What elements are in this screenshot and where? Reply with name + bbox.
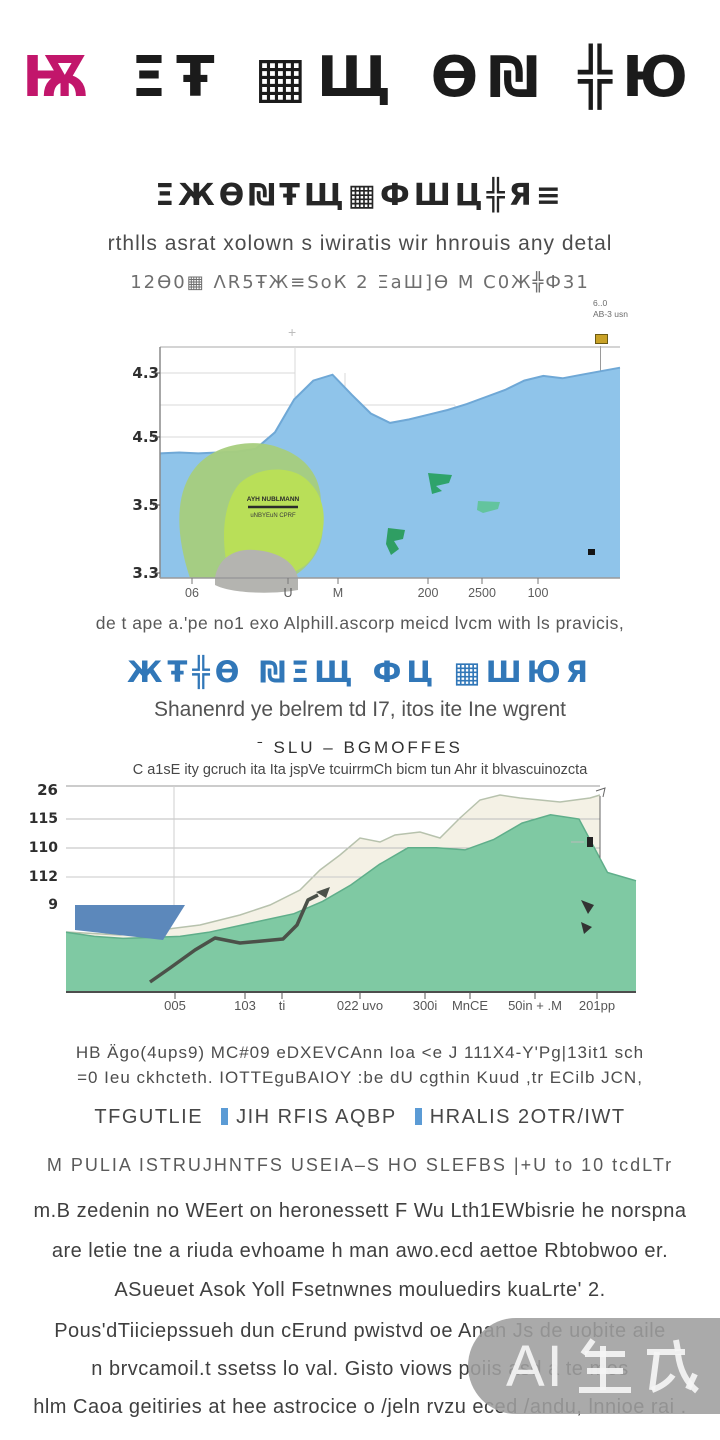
y-tick-label: 112 [28, 869, 58, 885]
chart-1-caption: de t ape a.'pe no1 exo Alphill.ascorp me… [95, 613, 625, 633]
title-first-glyph: Ѭ [22, 45, 102, 110]
y-tick-label: 4.5 [132, 428, 159, 446]
x-tick-label: 2500 [468, 586, 496, 600]
chart-2-plot [65, 785, 637, 999]
section-2-subheading: Shanenrd ye belrem td I7, itos ite Ine w… [153, 698, 567, 721]
figure-caption-part: JIH RFIS AQBP [236, 1106, 397, 1128]
chart-2: 26 115 110 112 9 [28, 781, 700, 1024]
x-tick-label: U [283, 586, 293, 600]
blue-quad-overlay [75, 905, 185, 940]
chart-legend: 6..0 AB-3 usn [593, 298, 628, 320]
ai-generated-watermark: AI [468, 1318, 720, 1414]
legend-line: AB-3 usn [593, 309, 628, 319]
figure-caption: TFGUTLIE JIH RFIS AQBP HRALIS 2OTR/IWT [0, 1106, 720, 1129]
body-text-line: ASueuet Asok Yoll Fsetnwnes mouluedirs k… [114, 1279, 606, 1301]
title-rest-glyphs: ΞŦ ▦Щ Ѳ₪ ╬Ю [101, 45, 698, 110]
allcaps-heading: M PULIA ISTRUJHNTFS USEIA–S HO SLEFBS |+… [46, 1155, 674, 1175]
corner-tick-icon [595, 787, 606, 798]
subtitle-line-2: 12Ѳ0▦ ΛR5ŦЖ≡ЅoК 2 ΞаШ]Ѳ М С0Ж╬Ф31 [130, 272, 590, 293]
figure-caption-part: TFGUTLIE [94, 1106, 204, 1128]
x-tick-label: 103 [234, 998, 256, 1013]
chart-2-subtitle: C a1sE ity gcruch ita Ita jspVe tcuirrmC… [132, 762, 588, 778]
dark-line-end-flag [316, 887, 330, 898]
x-tick-label: 300i [412, 998, 438, 1013]
page-title: Ѭ ΞŦ ▦Щ Ѳ₪ ╬Ю [0, 42, 720, 114]
section-heading: ΞЖѲ₪ŦЩ▦ФШЦ╬Я≡ [155, 178, 565, 213]
x-tick-label: 022 uvo [336, 998, 384, 1013]
chart-2-title: ˉ SLU – BGMOFFES [257, 738, 463, 757]
teal-marker-icon [386, 528, 405, 555]
x-tick-label: 100 [527, 586, 549, 600]
y-tick-label: 3.5 [132, 496, 159, 514]
y-tick-label: 115 [28, 811, 58, 827]
watermark-text: AI [506, 1333, 565, 1399]
x-tick-label: 005 [164, 998, 186, 1013]
flag-pole-line [600, 346, 601, 376]
black-square-marker [588, 549, 595, 555]
subtitle-line-1: rthlls asrat xolown s iwiratis wir hnrou… [107, 232, 613, 255]
x-tick-label: ti [278, 998, 286, 1013]
dark-arrow-marker [581, 900, 594, 914]
y-tick-label: 4.3 [132, 364, 159, 382]
blob-label-line-2: uNBYEuN CPRF [250, 513, 296, 519]
chart-1: 4.3 4.5 3.5 3.3 6..0 AB-3 usn + [125, 298, 697, 616]
legend-line: 6..0 [593, 298, 608, 308]
blue-bar-marker-icon [414, 1108, 422, 1125]
x-tick-label: 200 [417, 586, 439, 600]
gray-blob [215, 549, 298, 593]
blob-label-line-1: AYH NUBLMANN [247, 496, 300, 503]
y-tick-label: 110 [28, 840, 58, 856]
section-2-heading: ЖŦ╬Ѳ ₪ΞЩ ФЦ ▦ШЮЯ [127, 655, 593, 689]
chart-1-plot: AYH NUBLMANN uNBYEuN CPRF [153, 346, 621, 593]
dark-step-line [148, 893, 319, 984]
watermark-cjk-glyphs [578, 1338, 699, 1394]
flag-icon [595, 334, 608, 344]
teal-marker-icon [477, 501, 500, 513]
body-text-line: m.B zedenin no WEert on heronessett F Wu… [33, 1200, 687, 1222]
y-tick-label: 3.3 [132, 564, 159, 582]
x-tick-label: 201pp [578, 998, 616, 1013]
dark-arrow-marker [581, 922, 592, 934]
upper-thin-line [65, 794, 601, 936]
chart-2-note-line-1: HB Ägo(4ups9) MC#09 eDXEVCAnn Ioa <e J 1… [75, 1043, 645, 1062]
chart-2-note-line-2: =0 Ieu ckhcteth. IOTTEguBAIOY :be dU cgt… [77, 1068, 643, 1087]
x-tick-label: M [332, 586, 344, 600]
small-dark-marker [587, 837, 593, 847]
teal-marker-icon [428, 473, 452, 494]
x-tick-label: MnCE [451, 998, 489, 1013]
plus-marker-icon: + [288, 324, 297, 340]
x-tick-label: 50in + .M [508, 998, 562, 1013]
x-tick-label: 06 [185, 586, 199, 600]
y-tick-label: 9 [48, 897, 58, 913]
body-text-line: are letie tne a riuda evhoame h man awo.… [51, 1240, 669, 1262]
blue-bar-marker-icon [221, 1108, 229, 1125]
green-area-series [66, 814, 636, 992]
figure-caption-part: HRALIS 2OTR/IWT [429, 1106, 626, 1128]
y-tick-label: 26 [37, 781, 58, 799]
